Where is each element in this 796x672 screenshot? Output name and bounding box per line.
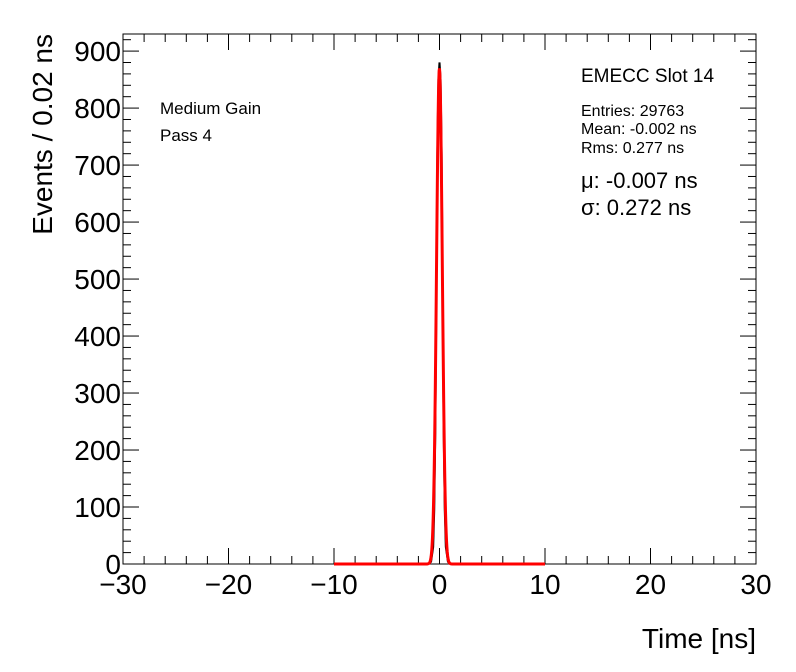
- x-tick-label: 30: [740, 569, 771, 600]
- stats-rms: Rms: 0.277 ns: [581, 140, 684, 157]
- fit-sigma: σ: 0.272 ns: [581, 195, 691, 220]
- x-tick-label: −10: [310, 569, 358, 600]
- y-tick-label: 400: [74, 321, 121, 352]
- annotation-medium-gain: Medium Gain: [160, 99, 261, 118]
- stats-entries: Entries: 29763: [581, 103, 684, 120]
- x-tick-label: −20: [205, 569, 253, 600]
- stats-mean: Mean: -0.002 ns: [581, 121, 697, 138]
- axis-tick-labels: −30 −20 −10 0 10 20 30010020030040050060070080…: [74, 36, 771, 600]
- y-axis-label: Events / 0.02 ns: [27, 34, 58, 235]
- y-tick-label: 600: [74, 207, 121, 238]
- slot-title: EMECC Slot 14: [581, 66, 714, 87]
- y-tick-label: 800: [74, 93, 121, 124]
- data-series: [334, 62, 545, 566]
- annotation-pass: Pass 4: [160, 126, 212, 145]
- x-axis-label: Time [ns]: [642, 623, 756, 654]
- y-tick-label: 100: [74, 492, 121, 523]
- x-tick-label: 10: [529, 569, 560, 600]
- fit-mu: μ: -0.007 ns: [581, 168, 698, 193]
- x-tick-label: 20: [635, 569, 666, 600]
- y-tick-label: 200: [74, 435, 121, 466]
- y-tick-label: 500: [74, 264, 121, 295]
- fit-line: [334, 68, 545, 566]
- x-tick-label: 0: [432, 569, 448, 600]
- y-tick-label: 0: [105, 549, 121, 580]
- axis-ticks: [122, 34, 757, 565]
- y-tick-label: 700: [74, 150, 121, 181]
- x-tick-label: −30: [99, 569, 147, 600]
- y-tick-label: 300: [74, 378, 121, 409]
- y-tick-label: 900: [74, 36, 121, 67]
